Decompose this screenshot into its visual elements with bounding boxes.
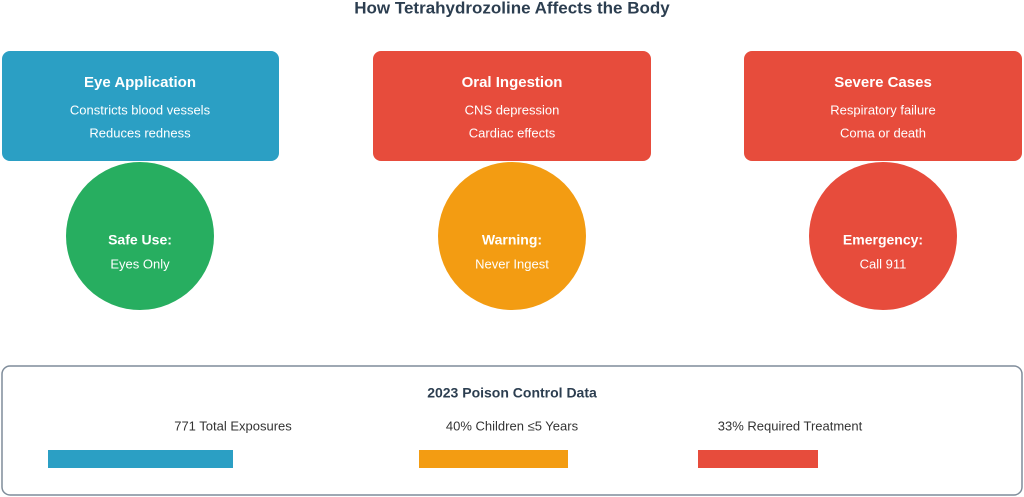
title: How Tetrahydrozoline Affects the Body [354,0,670,17]
card [373,51,651,161]
card-line: Coma or death [840,125,926,140]
circle-title: Emergency: [843,232,923,248]
stat-bar [419,450,568,468]
stat-label: 33% Required Treatment [718,418,863,433]
circle [809,162,957,310]
circle-title: Safe Use: [108,232,172,248]
card-title: Eye Application [84,74,196,91]
card-line: Constricts blood vessels [70,102,211,117]
card-line: Cardiac effects [469,125,556,140]
card-title: Severe Cases [834,74,932,91]
circle-text: Eyes Only [110,256,170,271]
stat-label: 771 Total Exposures [174,418,292,433]
card [744,51,1022,161]
card-line: Respiratory failure [830,102,936,117]
stat-label: 40% Children ≤5 Years [446,418,579,433]
stat-bar [698,450,818,468]
card [2,51,279,161]
stat-bar [48,450,233,468]
circle [438,162,586,310]
card-line: CNS depression [465,102,560,117]
card-line: Reduces redness [89,125,191,140]
circle [66,162,214,310]
circle-title: Warning: [482,232,542,248]
card-title: Oral Ingestion [462,74,563,91]
panel-title: 2023 Poison Control Data [427,385,597,401]
circle-text: Never Ingest [475,256,549,271]
circle-text: Call 911 [860,256,907,271]
